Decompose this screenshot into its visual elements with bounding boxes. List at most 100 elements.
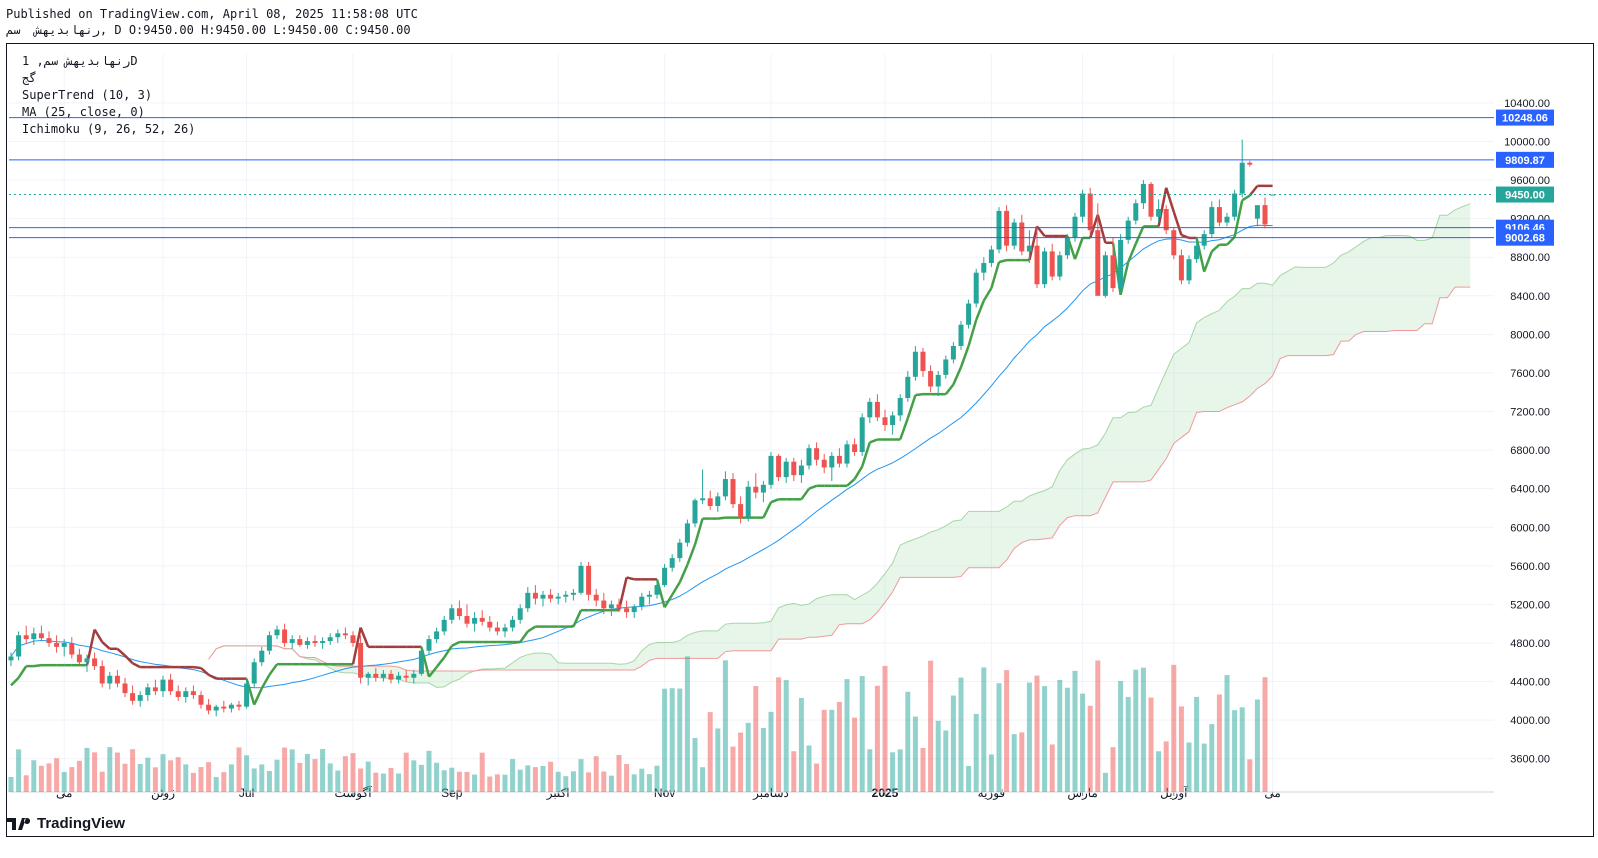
supertrend-segment <box>359 627 370 648</box>
supertrend-segment <box>671 581 681 596</box>
candle-body <box>517 608 523 620</box>
supertrend-segment <box>1028 226 1039 261</box>
candle-body <box>160 679 166 692</box>
candle-body <box>730 479 736 505</box>
volume-bar <box>502 774 508 792</box>
volume-bar <box>525 765 531 792</box>
volume-bar <box>570 771 576 792</box>
candle-body <box>228 704 234 709</box>
volume-bar <box>1072 670 1078 792</box>
volume-bar <box>890 752 896 792</box>
legend-ma[interactable]: MA (25, close, 0) <box>22 105 145 119</box>
volume-bar <box>821 709 827 792</box>
candle-body <box>365 673 371 678</box>
candle-body <box>107 675 113 684</box>
volume-bar <box>920 748 926 792</box>
candle-body <box>821 459 827 468</box>
candle-body <box>631 606 637 613</box>
candle-body <box>510 619 516 628</box>
candle-body <box>806 448 812 466</box>
candle-body <box>342 633 348 636</box>
volume-bar <box>472 774 478 792</box>
candle-body <box>1163 209 1169 231</box>
supertrend-segment <box>253 687 263 706</box>
tradingview-logo[interactable]: TradingView <box>7 815 125 832</box>
y-tick-label: 4400.00 <box>1510 677 1550 689</box>
volume-bar <box>418 764 424 792</box>
volume-bar <box>1049 744 1055 792</box>
volume-bar <box>517 769 523 792</box>
candle-body <box>525 592 531 609</box>
candle-body <box>646 594 652 597</box>
candle-body <box>297 639 303 645</box>
candle-body <box>84 658 90 663</box>
candle-body <box>540 594 546 599</box>
chart-panel[interactable]: 3600.00 4000.00 4400.00 4800.00 5200.00 5600.… <box>6 43 1594 837</box>
volume-bar <box>168 760 174 792</box>
candle-body <box>23 635 29 640</box>
candle-body <box>593 594 599 601</box>
volume-bar <box>297 762 303 792</box>
volume-bar <box>1080 693 1086 792</box>
volume-bar <box>760 727 766 792</box>
candle-body <box>1156 209 1162 217</box>
volume-bar <box>1201 743 1207 792</box>
supertrend-segment <box>967 319 978 347</box>
legend-symbol: رنهابدیهش سم, 1D <box>22 54 138 68</box>
candle-body <box>198 695 204 705</box>
volume-bar <box>259 764 265 792</box>
candle-body <box>692 500 698 524</box>
candle-body <box>251 662 257 684</box>
candle-body <box>1125 220 1131 240</box>
supertrend-segment <box>268 663 279 676</box>
candle-body <box>282 629 288 643</box>
candle-body <box>768 455 774 485</box>
supertrend-segment <box>762 501 773 519</box>
candle-body <box>464 615 470 624</box>
supertrend-segment <box>93 628 104 643</box>
candle-body <box>1064 237 1070 256</box>
candle-body <box>958 324 964 346</box>
candle-body <box>829 455 835 468</box>
volume-bar <box>373 772 379 792</box>
candle-body <box>221 706 227 709</box>
volume-bar <box>1232 710 1238 792</box>
x-tick-label: Jul <box>239 786 254 800</box>
supertrend-segment <box>800 487 811 501</box>
volume-bar <box>61 772 67 792</box>
volume-bar <box>715 728 721 792</box>
candle-body <box>624 608 630 613</box>
candle-body <box>707 498 713 507</box>
y-tick-label: 6400.00 <box>1510 484 1550 496</box>
supertrend-segment <box>260 674 271 689</box>
volume-bar <box>266 770 272 792</box>
volume-bar <box>494 774 500 792</box>
candle-body <box>1239 162 1245 194</box>
y-tick-label: 6000.00 <box>1510 522 1550 534</box>
price-chart[interactable]: 3600.00 4000.00 4400.00 4800.00 5200.00 5600.… <box>7 44 1593 836</box>
volume-bar <box>852 717 858 792</box>
legend-sub: گج <box>22 71 37 85</box>
candle-body <box>274 629 280 636</box>
volume-bar <box>905 691 911 792</box>
volume-bar <box>213 776 219 792</box>
price-line-label: 10248.06 <box>1502 113 1548 125</box>
supertrend-segment <box>1233 200 1244 238</box>
candle-body <box>494 627 500 632</box>
supertrend-segment <box>998 258 1007 264</box>
candle-body <box>897 398 903 416</box>
supertrend-segment <box>1119 261 1130 296</box>
candle-body <box>502 627 508 632</box>
candle-body <box>1118 239 1124 289</box>
candle-body <box>396 675 402 680</box>
volume-bar <box>244 755 250 792</box>
legend-ichimoku[interactable]: Ichimoku (9, 26, 52, 26) <box>22 122 196 136</box>
volume-bar <box>1156 751 1162 792</box>
candle-body <box>1201 234 1207 246</box>
ichimoku-cloud <box>208 203 1471 688</box>
supertrend-segment <box>1089 214 1099 239</box>
candle-body <box>684 523 690 543</box>
volume-bar <box>16 749 22 792</box>
legend-supertrend[interactable]: SuperTrend (10, 3) <box>22 88 153 102</box>
candle-body <box>1216 207 1222 223</box>
